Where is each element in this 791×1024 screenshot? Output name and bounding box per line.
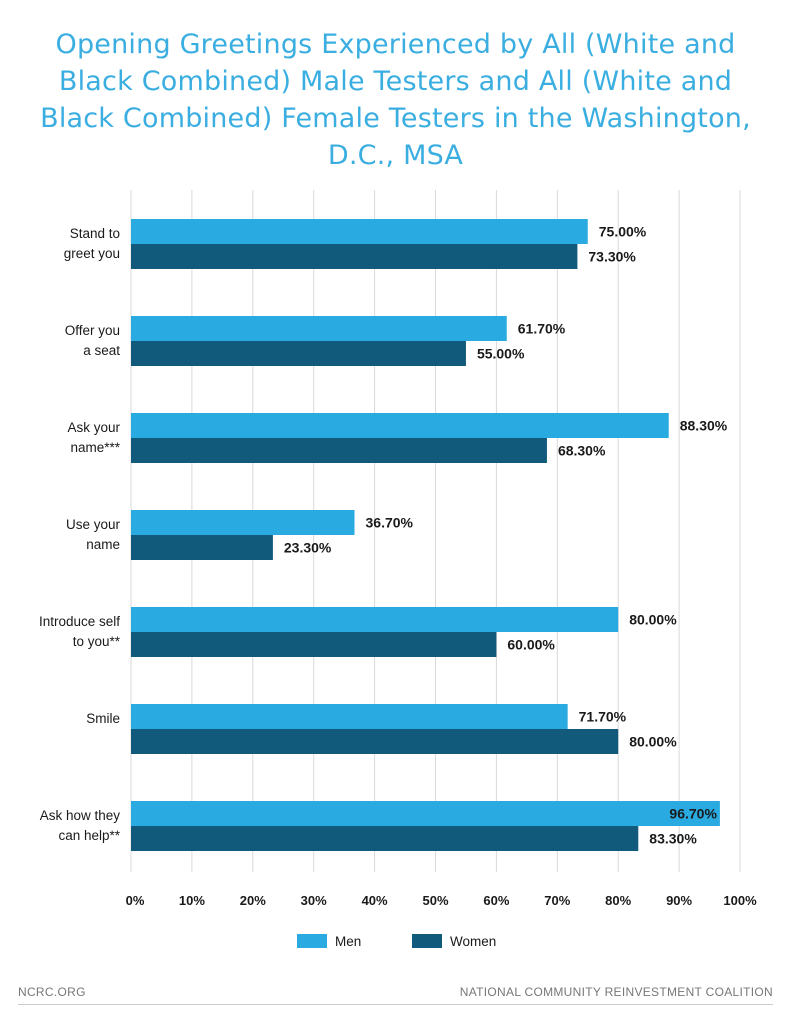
bar-women: [131, 341, 466, 366]
data-label: 71.70%: [579, 709, 627, 725]
x-tick-label: 40%: [362, 893, 388, 908]
x-tick-label: 0%: [126, 893, 145, 908]
bar-men: [131, 316, 507, 341]
data-label: 60.00%: [507, 637, 555, 653]
bar-women: [131, 535, 273, 560]
category-label: Use your name: [65, 517, 120, 552]
data-label: 23.30%: [284, 540, 332, 556]
bar-women: [131, 729, 619, 754]
legend-women: Women: [412, 931, 496, 951]
x-tick-label: 70%: [544, 893, 570, 908]
category-label: Introduce self to you**: [38, 614, 120, 649]
x-tick-label: 80%: [605, 893, 631, 908]
category-label: Ask your name***: [67, 420, 120, 455]
data-label: 75.00%: [599, 224, 647, 240]
data-label: 88.30%: [680, 418, 728, 434]
bar-men: [131, 413, 669, 438]
footer-divider: [18, 1004, 773, 1005]
x-tick-label: 100%: [723, 893, 757, 908]
x-tick-label: 60%: [483, 893, 509, 908]
footer-site: NCRC.ORG: [18, 985, 86, 999]
legend-women-swatch: [412, 934, 442, 948]
chart-title: Opening Greetings Experienced by All (Wh…: [40, 29, 751, 171]
bar-men: [131, 219, 588, 244]
data-label: 68.30%: [558, 443, 606, 459]
bar-women: [131, 438, 547, 463]
data-label: 83.30%: [649, 831, 697, 847]
bar-men: [131, 801, 720, 826]
footer-org: NATIONAL COMMUNITY REINVESTMENT COALITIO…: [459, 985, 773, 999]
category-label: Stand to greet you: [63, 226, 120, 261]
x-tick-label: 30%: [301, 893, 327, 908]
legend-men: Men: [297, 931, 361, 951]
legend-men-swatch: [297, 934, 327, 948]
legend-women-label: Women: [450, 933, 497, 949]
bar-men: [131, 607, 619, 632]
category-label: Offer you a seat: [64, 323, 120, 358]
bar-men: [131, 704, 568, 729]
data-label: 36.70%: [366, 515, 414, 531]
x-tick-label: 20%: [240, 893, 266, 908]
x-tick-label: 50%: [422, 893, 448, 908]
data-label: 80.00%: [629, 734, 677, 750]
bar-women: [131, 632, 497, 657]
bar-women: [131, 244, 578, 269]
x-tick-label: 90%: [666, 893, 692, 908]
data-label: 61.70%: [518, 321, 566, 337]
x-tick-label: 10%: [179, 893, 205, 908]
category-label: Ask how they can help**: [39, 808, 120, 843]
data-label: 55.00%: [477, 346, 525, 362]
bar-women: [131, 826, 639, 851]
legend-men-label: Men: [335, 933, 362, 949]
category-label: Smile: [86, 711, 120, 726]
data-label: 80.00%: [629, 612, 677, 628]
data-label: 73.30%: [588, 249, 636, 265]
bar-men: [131, 510, 355, 535]
data-label: 96.70%: [669, 806, 717, 822]
